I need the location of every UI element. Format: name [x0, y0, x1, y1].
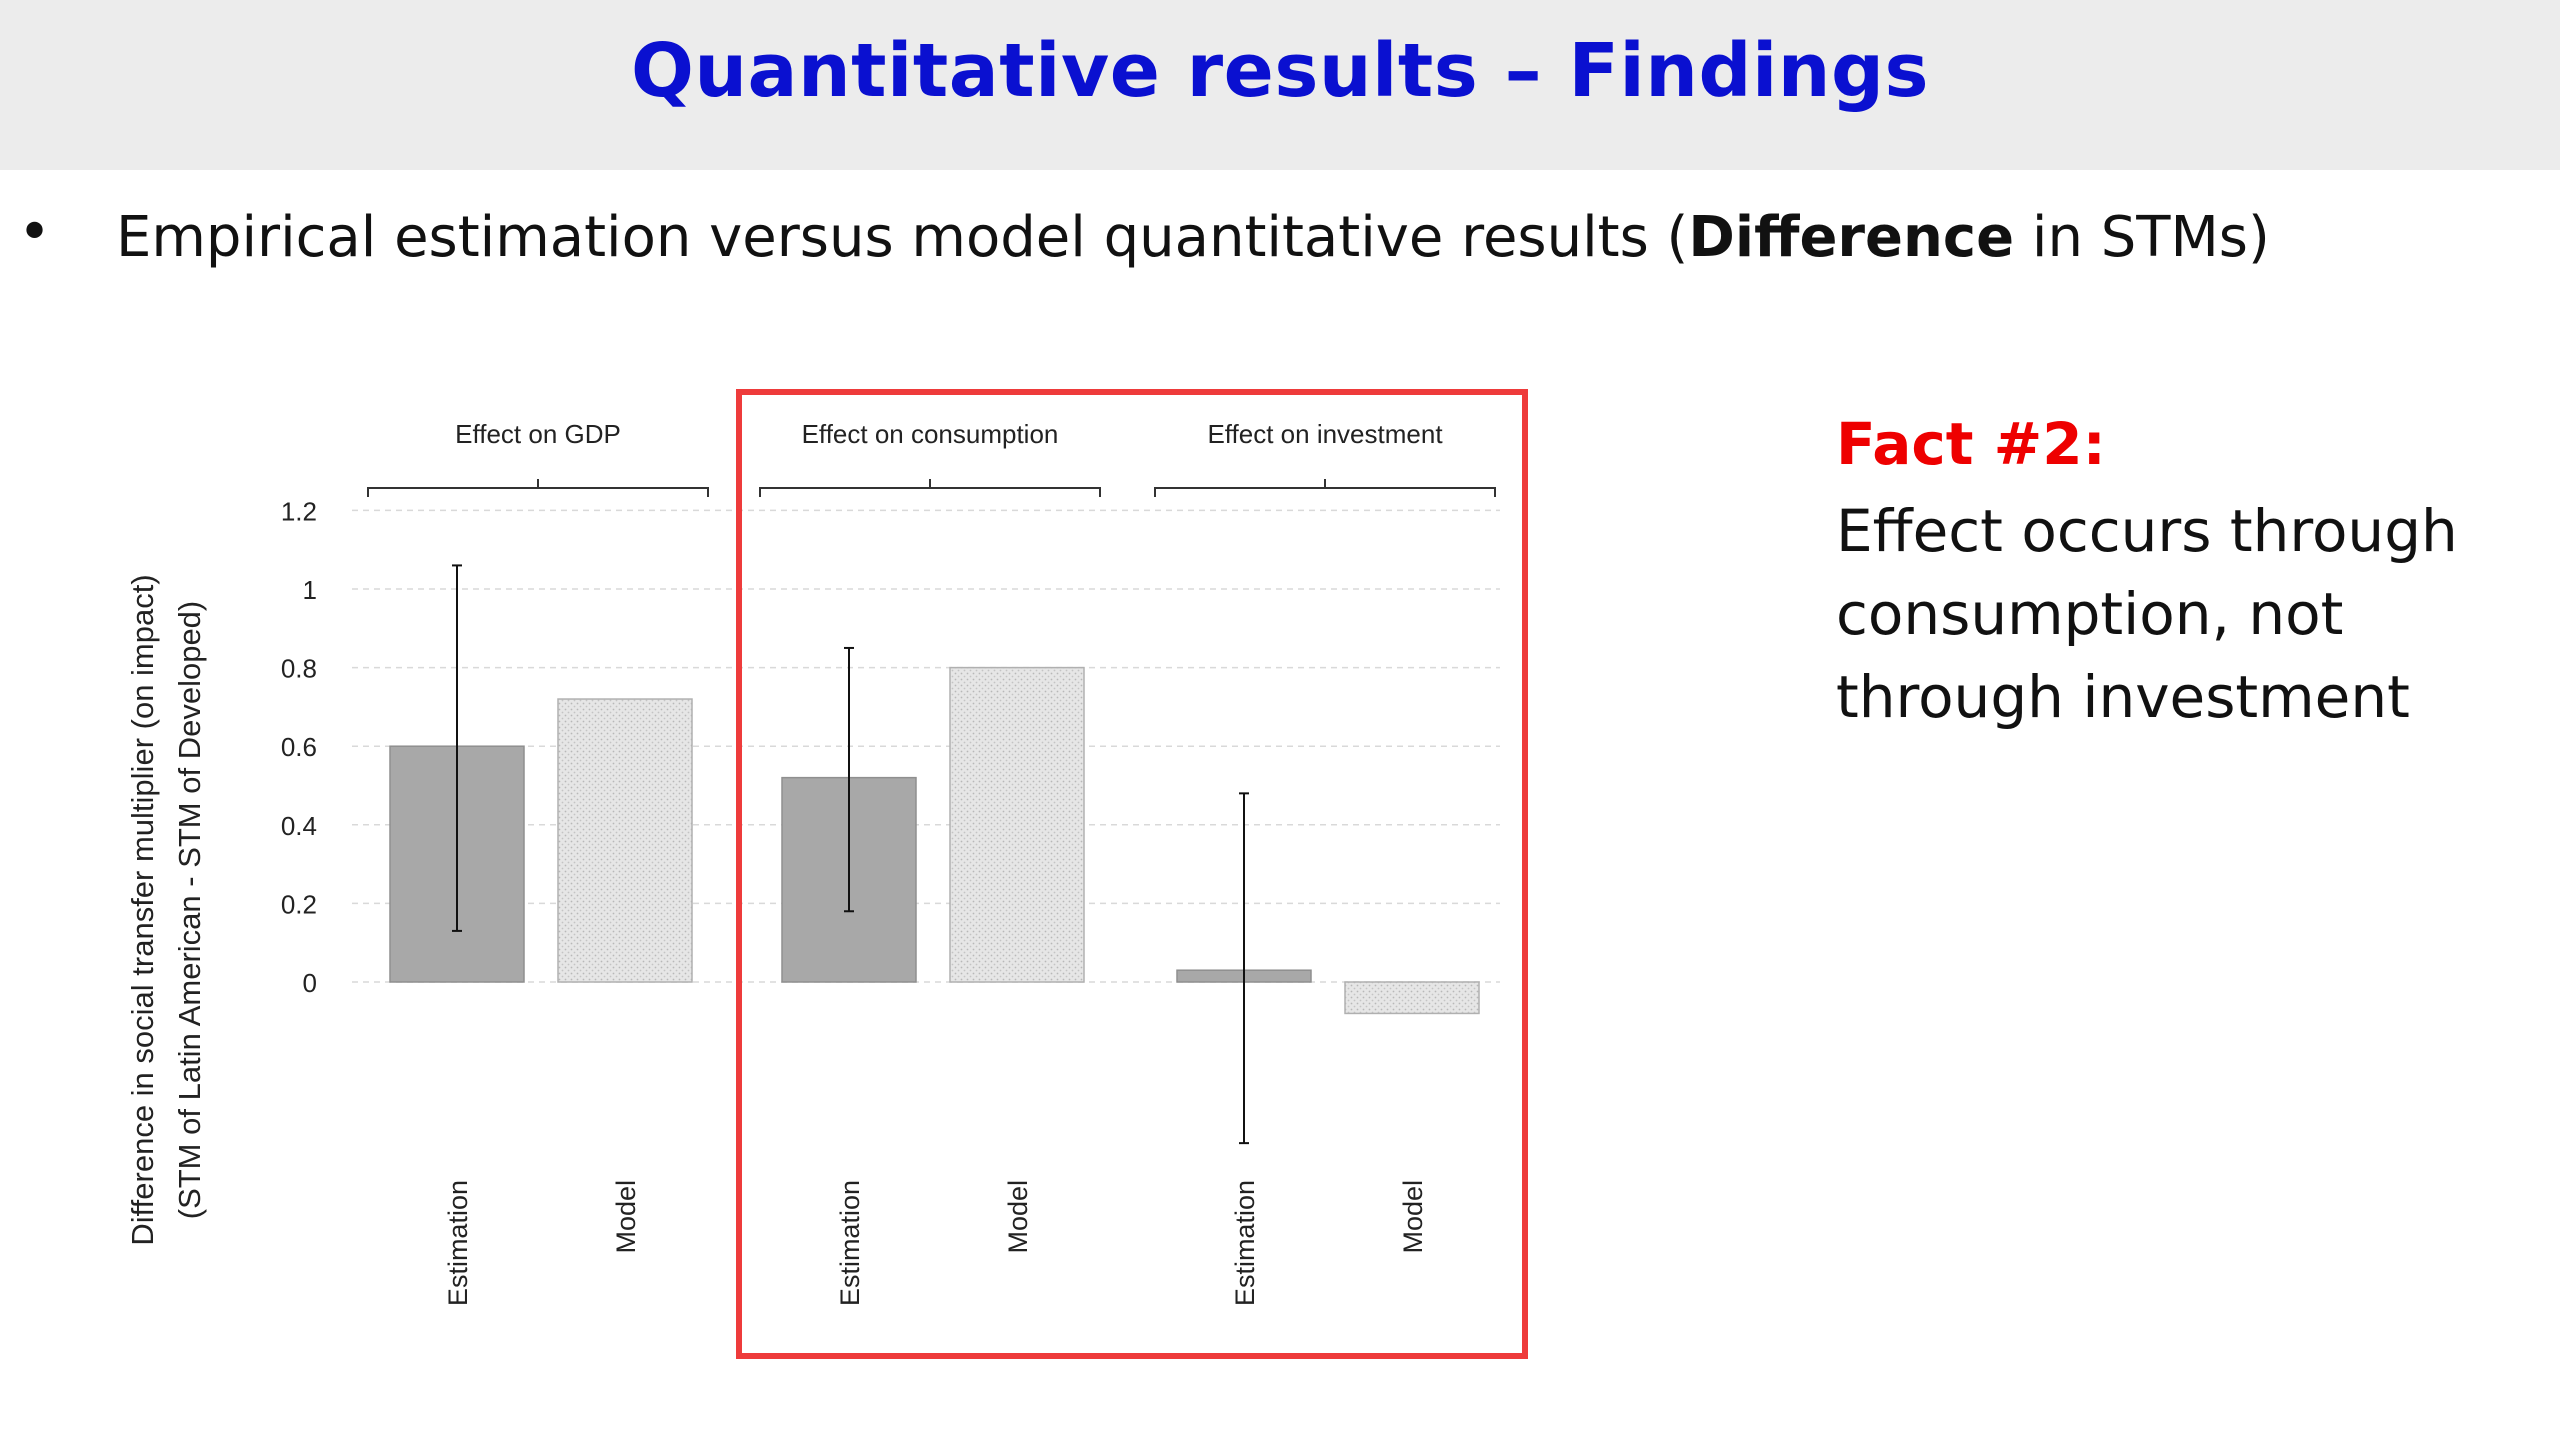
title-band [0, 0, 2560, 170]
group-bracket [1154, 479, 1496, 497]
y-tick-label: 0.2 [281, 889, 317, 919]
x-tick-label: Model [1398, 1180, 1428, 1254]
bullet-marker: • [18, 200, 52, 265]
bullet-text-bold: Difference [1688, 205, 2015, 270]
bullet-text: Empirical estimation versus model quanti… [116, 205, 2270, 270]
group-label: Effect on investment [1207, 419, 1443, 449]
error-bars [452, 564, 1249, 1145]
x-tick-label: Estimation [443, 1180, 473, 1306]
model-bar [1344, 981, 1480, 1015]
y-tick-label: 0 [303, 968, 317, 998]
y-tick-labels: 0 0.2 0.4 0.6 0.8 1 1.2 [281, 496, 317, 998]
x-tick-label: Model [611, 1180, 641, 1254]
group-labels: Effect on GDP Effect on consumption Effect… [367, 419, 1496, 497]
bars [389, 666, 1480, 1015]
y-axis-label-line2: (STM of Latin American - STM of Develope… [172, 601, 207, 1220]
y-tick-label: 0.8 [281, 654, 317, 684]
x-tick-label: Estimation [1230, 1180, 1260, 1306]
group-bracket [367, 479, 709, 497]
fact-title: Fact #2: [1836, 410, 2106, 478]
y-tick-label: 1 [303, 575, 317, 605]
y-tick-label: 0.4 [281, 811, 317, 841]
fact-body: Effect occurs through consumption, not t… [1836, 497, 2458, 731]
model-bar [949, 666, 1085, 983]
x-tick-label: Estimation [835, 1180, 865, 1306]
group-label: Effect on consumption [802, 419, 1059, 449]
group-label: Effect on GDP [455, 419, 621, 449]
y-axis-label: Difference in social transfer multiplier… [125, 574, 207, 1245]
grid-lines [352, 509, 1500, 983]
highlight-box [736, 389, 1528, 1359]
y-tick-label: 0.6 [281, 732, 317, 762]
bullet-text-post: in STMs) [2014, 205, 2270, 270]
x-tick-labels: Estimation Model Estimation Model Estimation… [443, 1180, 1428, 1306]
x-tick-label: Model [1003, 1180, 1033, 1254]
model-bar [557, 698, 693, 983]
slide-title: Quantitative results – Findings [630, 28, 1930, 114]
y-tick-label: 1.2 [281, 496, 317, 526]
group-bracket [759, 479, 1101, 497]
bullet-text-pre: Empirical estimation versus model quanti… [116, 205, 1689, 270]
y-axis-label-line1: Difference in social transfer multiplier… [125, 574, 160, 1245]
